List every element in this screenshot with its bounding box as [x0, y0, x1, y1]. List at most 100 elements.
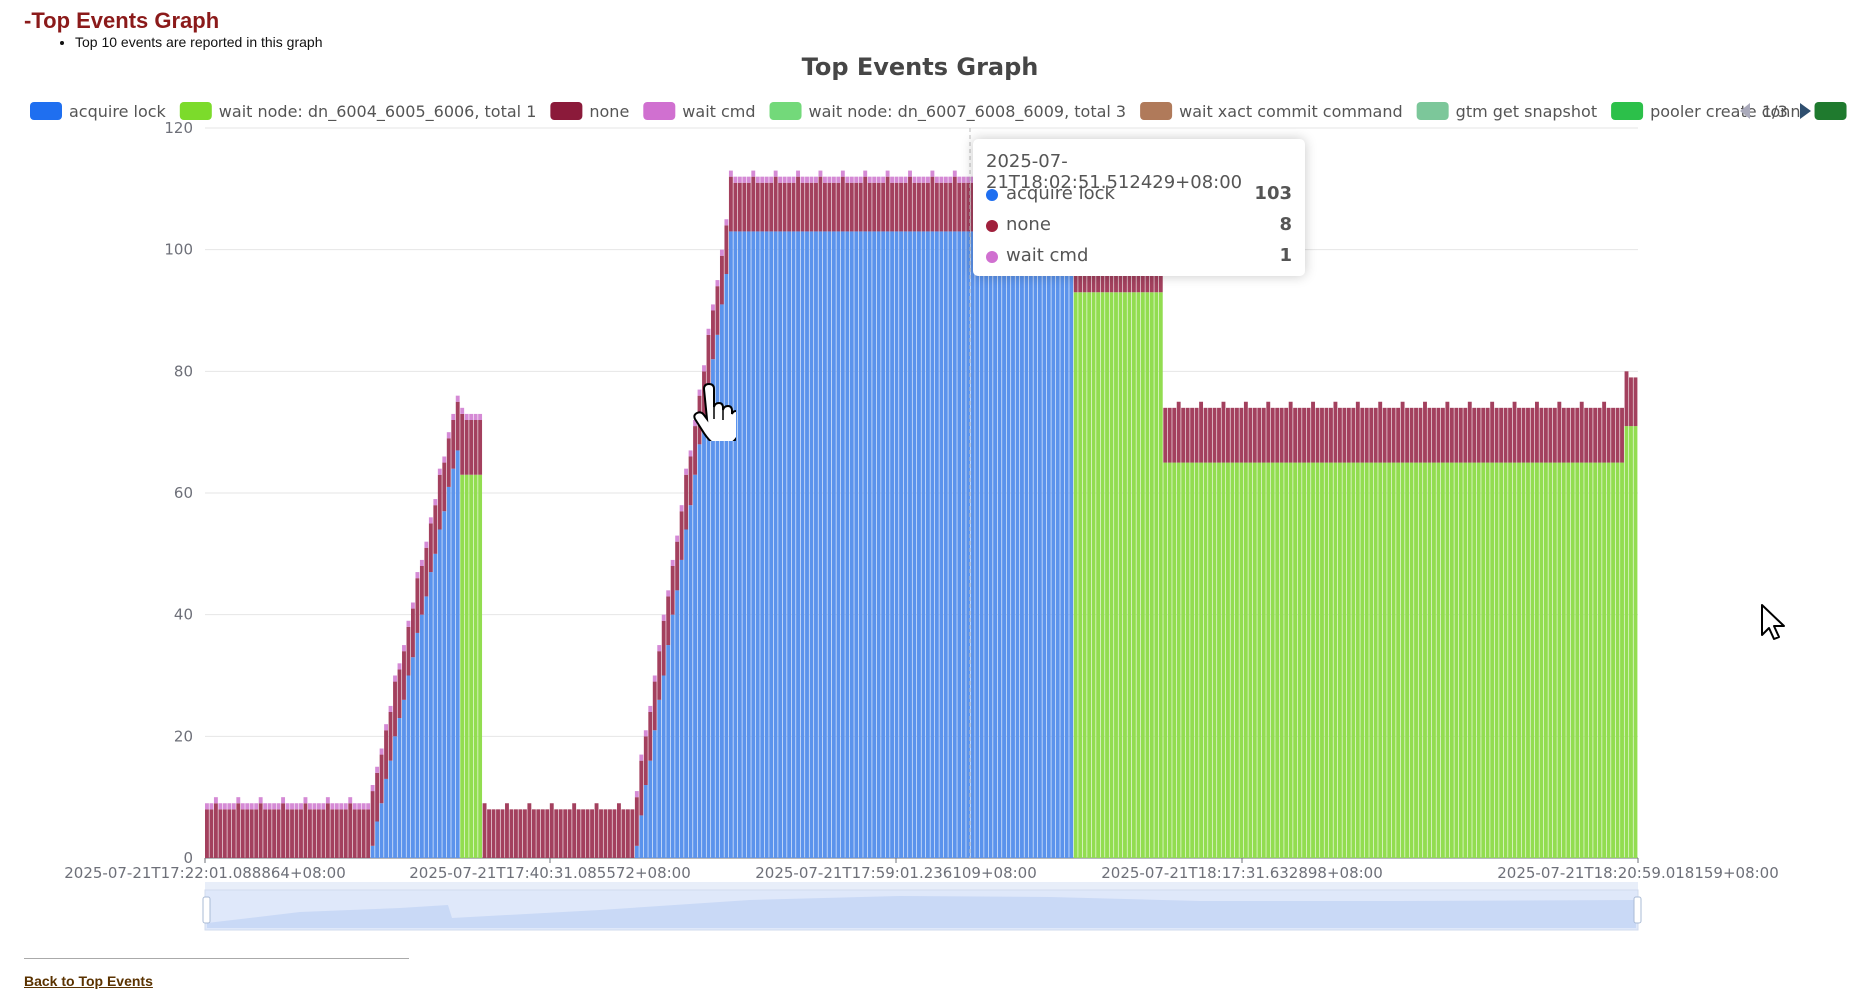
bar-segment[interactable] — [1584, 407, 1589, 463]
bar-segment[interactable] — [424, 547, 429, 597]
bar-segment[interactable] — [702, 420, 706, 858]
bar-segment[interactable] — [299, 803, 303, 810]
bar-segment[interactable] — [473, 420, 478, 475]
bar-segment[interactable] — [581, 809, 586, 858]
bar-segment[interactable] — [1602, 462, 1607, 858]
bar-segment[interactable] — [522, 809, 527, 858]
bar-segment[interactable] — [760, 231, 765, 859]
bar-segment[interactable] — [1306, 462, 1311, 858]
bar-segment[interactable] — [737, 176, 742, 183]
bar-segment[interactable] — [661, 614, 666, 621]
bar-segment[interactable] — [872, 182, 877, 232]
bar-segment[interactable] — [478, 420, 483, 475]
bar-segment[interactable] — [652, 730, 657, 858]
bar-segment[interactable] — [872, 176, 877, 183]
bar-segment[interactable] — [442, 462, 447, 512]
bar-segment[interactable] — [1266, 401, 1271, 463]
bar-segment[interactable] — [1288, 401, 1293, 463]
bar-segment[interactable] — [576, 809, 581, 858]
bar-segment[interactable] — [205, 809, 209, 858]
bar-segment[interactable] — [769, 182, 774, 232]
bar-segment[interactable] — [1046, 231, 1051, 859]
bar-segment[interactable] — [1279, 462, 1284, 858]
bar-segment[interactable] — [1432, 462, 1436, 858]
bar-segment[interactable] — [1346, 462, 1351, 858]
bar-segment[interactable] — [845, 182, 850, 232]
bar-segment[interactable] — [809, 182, 814, 232]
bar-segment[interactable] — [728, 176, 733, 232]
bar-segment[interactable] — [599, 809, 603, 858]
bar-segment[interactable] — [258, 803, 263, 858]
bar-segment[interactable] — [1199, 401, 1204, 463]
bar-segment[interactable] — [370, 845, 375, 858]
bar-segment[interactable] — [711, 359, 715, 858]
bar-segment[interactable] — [634, 797, 639, 846]
bar-segment[interactable] — [1252, 407, 1257, 463]
bar-segment[interactable] — [1418, 407, 1423, 463]
bar-segment[interactable] — [339, 803, 344, 810]
bar-segment[interactable] — [1239, 462, 1244, 858]
bar-segment[interactable] — [402, 651, 406, 700]
bar-segment[interactable] — [773, 176, 778, 232]
bar-segment[interactable] — [1382, 462, 1387, 858]
bar-segment[interactable] — [773, 231, 778, 859]
bar-segment[interactable] — [1445, 401, 1450, 463]
bar-segment[interactable] — [1373, 462, 1378, 858]
bar-segment[interactable] — [254, 803, 259, 810]
bar-segment[interactable] — [1476, 462, 1481, 858]
bar-segment[interactable] — [276, 809, 281, 858]
bar-segment[interactable] — [567, 809, 572, 858]
bar-segment[interactable] — [899, 176, 903, 183]
bar-segment[interactable] — [437, 529, 442, 859]
bar-segment[interactable] — [397, 669, 402, 719]
bar-segment[interactable] — [1118, 292, 1123, 858]
bar-segment[interactable] — [343, 809, 348, 858]
bar-segment[interactable] — [496, 809, 500, 858]
bar-segment[interactable] — [1002, 231, 1006, 859]
bar-segment[interactable] — [1315, 407, 1320, 463]
bar-segment[interactable] — [1320, 462, 1324, 858]
bar-segment[interactable] — [294, 809, 299, 858]
bar-segment[interactable] — [1517, 462, 1521, 858]
bar-segment[interactable] — [1248, 462, 1253, 858]
bar-segment[interactable] — [272, 803, 277, 810]
bar-segment[interactable] — [1275, 462, 1280, 858]
bar-segment[interactable] — [1163, 407, 1168, 463]
bar-segment[interactable] — [684, 468, 689, 475]
bar-segment[interactable] — [634, 791, 639, 798]
bar-segment[interactable] — [1279, 407, 1284, 463]
bar-segment[interactable] — [791, 176, 796, 183]
bar-segment[interactable] — [1243, 462, 1248, 858]
bar-segment[interactable] — [424, 541, 429, 548]
bar-segment[interactable] — [209, 803, 214, 810]
bar-segment[interactable] — [393, 736, 397, 858]
bar-segment[interactable] — [881, 176, 886, 183]
bar-segment[interactable] — [375, 772, 380, 822]
bar-segment[interactable] — [1355, 401, 1360, 463]
bar-segment[interactable] — [733, 176, 738, 183]
bar-segment[interactable] — [1378, 462, 1383, 858]
bar-segment[interactable] — [1055, 231, 1060, 859]
bar-segment[interactable] — [814, 231, 818, 859]
bar-segment[interactable] — [527, 803, 532, 858]
bar-segment[interactable] — [1508, 462, 1513, 858]
bar-segment[interactable] — [1243, 401, 1248, 463]
bar-segment[interactable] — [755, 176, 760, 183]
bar-segment[interactable] — [451, 420, 456, 469]
bar-segment[interactable] — [1575, 407, 1580, 463]
bar-segment[interactable] — [1445, 462, 1450, 858]
bar-segment[interactable] — [603, 809, 608, 858]
bar-segment[interactable] — [415, 572, 420, 579]
bar-segment[interactable] — [970, 182, 975, 232]
bar-segment[interactable] — [509, 809, 514, 858]
bar-segment[interactable] — [402, 699, 406, 858]
top-events-chart[interactable]: Top Events Graph acquire lock wait node: … — [0, 0, 1855, 960]
bar-segment[interactable] — [1548, 462, 1553, 858]
bar-segment[interactable] — [236, 797, 241, 804]
bar-segment[interactable] — [670, 614, 675, 858]
bar-segment[interactable] — [684, 529, 689, 859]
bar-segment[interactable] — [312, 803, 317, 810]
bar-segment[interactable] — [433, 505, 438, 554]
bar-segment[interactable] — [1337, 407, 1342, 463]
bar-segment[interactable] — [876, 231, 881, 859]
